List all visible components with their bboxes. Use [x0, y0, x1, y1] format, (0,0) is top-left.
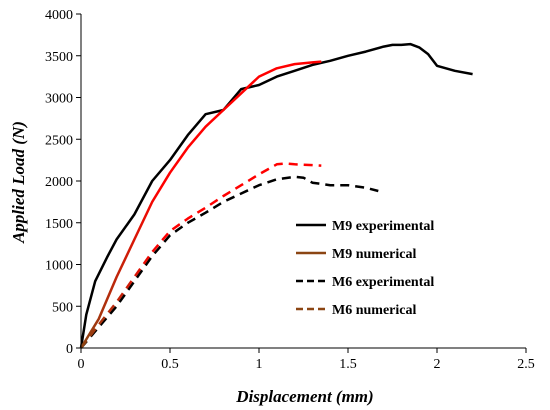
- axes: 0 0.5 1 1.5 2 2.5 0 500 1000 1500 2000 2500 3000 3500…: [45, 8, 535, 372]
- y-tick-label: 4000: [45, 8, 73, 23]
- x-tick-label: 0.5: [161, 357, 179, 372]
- y-tick-label: 3500: [45, 50, 73, 65]
- y-tick-label: 0: [66, 342, 73, 357]
- x-tick-label: 1.5: [339, 357, 357, 372]
- y-tick-label: 500: [52, 300, 73, 315]
- y-tick-label: 2500: [45, 133, 73, 148]
- x-axis-title: Displacement (mm): [235, 387, 373, 406]
- legend-label-m9-experimental: M9 experimental: [332, 219, 434, 234]
- x-tick-label: 0: [78, 357, 85, 372]
- y-tick-label: 1000: [45, 259, 73, 274]
- legend-label-m6-numerical: M6 numerical: [332, 303, 416, 318]
- m9-numerical-line: [79, 60, 322, 349]
- y-tick-label: 2000: [45, 175, 73, 190]
- x-tick-label: 1: [256, 357, 263, 372]
- legend: M9 experimental M9 numerical M6 experiment…: [296, 219, 434, 318]
- m6-experimental-line: [80, 175, 379, 349]
- y-axis-title: Applied Load (N): [9, 121, 28, 244]
- x-tick-label: 2: [434, 357, 441, 372]
- legend-label-m9-numerical: M9 numerical: [332, 247, 416, 262]
- x-tick-label: 2.5: [517, 357, 535, 372]
- y-tick-label: 1500: [45, 217, 73, 232]
- legend-label-m6-experimental: M6 experimental: [332, 275, 434, 290]
- m9-experimental-line: [79, 42, 473, 349]
- plot-area: [79, 42, 473, 349]
- y-tick-label: 3000: [45, 92, 73, 107]
- m6-numerical-line: [80, 162, 322, 349]
